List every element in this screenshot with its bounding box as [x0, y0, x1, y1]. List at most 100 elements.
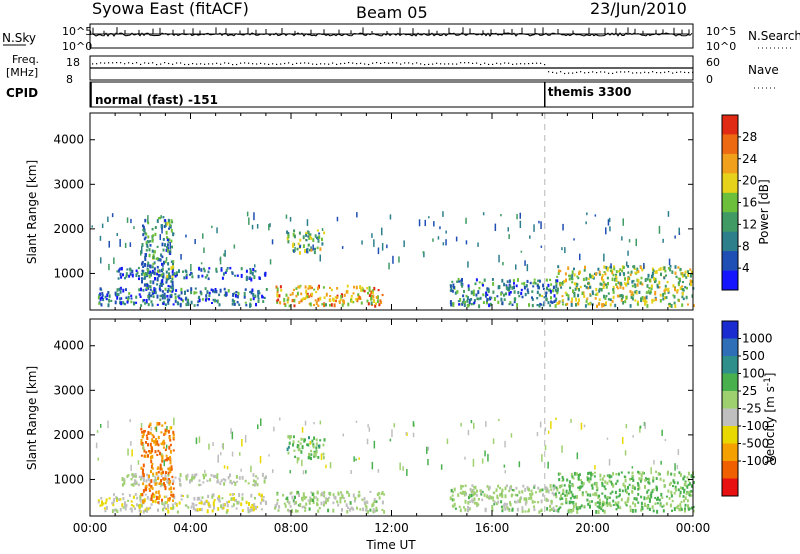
echo-cell	[149, 270, 152, 275]
echo-cell	[462, 506, 465, 509]
echo-cell	[146, 436, 149, 440]
echo-cell	[199, 508, 201, 512]
y-tick-label: 3000	[53, 383, 84, 397]
echo-cell	[540, 303, 542, 306]
echo-cell	[442, 242, 445, 246]
echo-cell	[170, 285, 173, 290]
echo-cell	[165, 429, 168, 433]
echo-cell	[137, 460, 140, 465]
echo-cell	[102, 502, 105, 505]
echo-cell	[406, 469, 408, 476]
echo-cell	[360, 301, 363, 305]
echo-cell	[564, 303, 567, 306]
freq-tick-high: 18	[66, 56, 80, 69]
echo-cell	[612, 288, 615, 292]
echo-cell	[122, 301, 125, 305]
echo-cell	[99, 504, 102, 507]
echo-cell	[602, 285, 605, 289]
echo-cell	[264, 274, 267, 277]
echo-cell	[684, 507, 686, 512]
echo-cell	[218, 497, 220, 502]
echo-cell	[143, 228, 146, 233]
echo-cell	[515, 264, 517, 270]
echo-cell	[625, 423, 628, 429]
echo-cell	[332, 298, 335, 302]
echo-cell	[149, 288, 152, 291]
echo-cell	[597, 267, 600, 271]
echo-cell	[627, 486, 629, 490]
echo-cell	[163, 260, 165, 265]
nave-dot	[316, 63, 318, 65]
echo-cell	[577, 506, 580, 510]
echo-cell	[118, 287, 121, 291]
echo-cell	[662, 479, 665, 483]
echo-cell	[668, 483, 671, 486]
echo-cell	[345, 290, 348, 294]
echo-cell	[303, 297, 306, 301]
echo-cell	[147, 477, 150, 481]
echo-cell	[687, 303, 689, 306]
echo-cell	[573, 238, 575, 241]
nave-dot	[344, 62, 346, 64]
echo-cell	[295, 294, 298, 298]
echo-cell	[161, 229, 163, 234]
echo-cell	[167, 300, 170, 303]
echo-cell	[247, 509, 250, 514]
echo-cell	[501, 301, 504, 306]
echo-cell	[172, 287, 175, 292]
echo-cell	[626, 280, 629, 284]
nave-dot	[416, 62, 418, 64]
echo-cell	[148, 253, 151, 258]
echo-cell	[154, 450, 157, 454]
echo-cell	[597, 510, 600, 514]
echo-cell	[122, 497, 125, 501]
echo-cell	[168, 238, 171, 241]
echo-cell	[151, 265, 154, 269]
echo-cell	[323, 503, 325, 507]
colorbar-tick-label: -25	[742, 402, 762, 416]
echo-cell	[558, 281, 561, 286]
echo-cell	[668, 302, 671, 305]
colorbar-tick-label: 28	[742, 130, 757, 144]
echo-cell	[223, 503, 226, 507]
echo-cell	[167, 473, 170, 477]
echo-cell	[305, 470, 307, 474]
echo-cell	[683, 489, 686, 494]
echo-cell	[207, 277, 210, 281]
echo-cell	[665, 274, 667, 277]
echo-cell	[467, 287, 470, 292]
echo-cell	[655, 470, 657, 473]
echo-cell	[449, 289, 452, 292]
echo-cell	[500, 500, 503, 504]
echo-cell	[571, 274, 574, 278]
echo-cell	[689, 268, 692, 271]
echo-cell	[501, 507, 504, 510]
echo-cell	[641, 282, 644, 286]
colorbar-tick-label: 8	[742, 239, 750, 253]
nave-dot	[540, 62, 542, 64]
echo-cell	[373, 239, 375, 247]
echo-cell	[228, 500, 231, 503]
echo-cell	[142, 225, 145, 230]
echo-cell	[114, 300, 117, 305]
echo-cell	[174, 275, 177, 278]
echo-cell	[340, 491, 342, 494]
echo-cell	[605, 295, 608, 298]
echo-cell	[503, 293, 505, 297]
echo-cell	[216, 480, 219, 484]
echo-cell	[310, 236, 313, 240]
nave-dot	[388, 62, 390, 64]
echo-cell	[147, 287, 150, 290]
echo-cell	[479, 489, 482, 492]
echo-cell	[687, 478, 690, 482]
echo-cell	[690, 490, 693, 493]
echo-cell	[157, 501, 160, 504]
echo-cell	[648, 477, 651, 481]
echo-cell	[631, 466, 634, 469]
echo-cell	[529, 281, 532, 285]
echo-cell	[521, 506, 524, 511]
echo-cell	[314, 453, 317, 458]
echo-cell	[305, 231, 308, 234]
colorbar-tick-label: 4	[742, 261, 750, 275]
nave-dot	[108, 62, 110, 64]
